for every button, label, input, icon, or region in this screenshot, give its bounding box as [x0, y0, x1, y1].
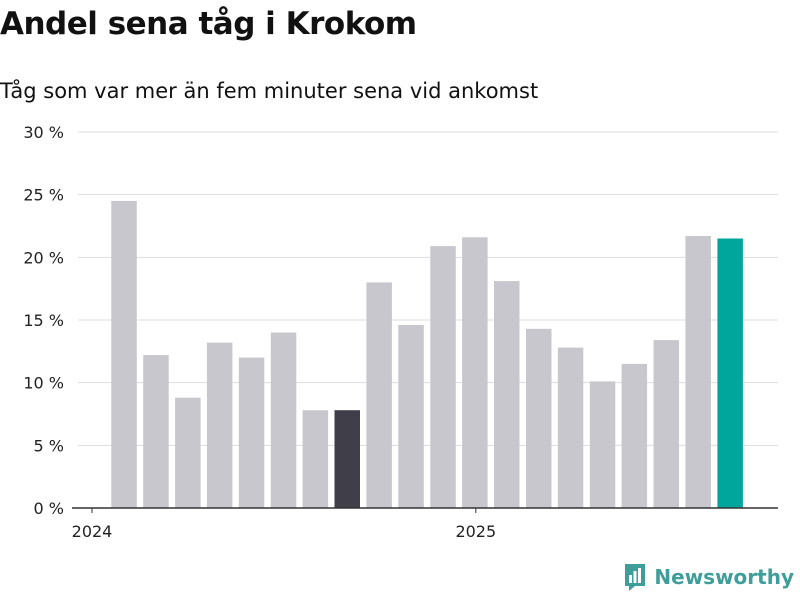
newsworthy-brand-name: Newsworthy [654, 565, 794, 589]
bar-2025-07 [685, 236, 711, 508]
y-tick-label: 25 % [23, 186, 64, 205]
bar-2024-02 [143, 355, 169, 508]
bar-2024-04 [206, 342, 233, 508]
bar-2024-11 [430, 246, 456, 508]
bar-2024-10 [398, 325, 424, 508]
chart-title: Andel sena tåg i Krokom [0, 6, 417, 42]
bar-2024-12 [462, 237, 488, 509]
bar-2025-01 [494, 281, 520, 508]
bar-2024-08 [334, 410, 360, 508]
newsworthy-logo-icon [625, 564, 646, 591]
bar-2024-06 [270, 332, 297, 508]
bar-2025-02 [526, 328, 552, 508]
y-axis-labels: 0 % 5 % 10 % 15 % 20 % 25 % 30 % [23, 123, 64, 518]
bar-2025-05 [621, 363, 648, 508]
newsworthy-logo: Newsworthy [623, 562, 794, 592]
bars [111, 200, 743, 509]
bar-2024-09 [366, 282, 392, 508]
bar-2025-06 [653, 340, 679, 508]
bar-2024-07 [302, 410, 329, 508]
bar-2024-05 [238, 357, 265, 508]
bar-2025-03 [557, 347, 584, 508]
y-tick-label: 5 % [34, 436, 64, 455]
y-tick-label: 10 % [23, 374, 64, 393]
bar-2024-03 [175, 397, 201, 508]
y-tick-label: 0 % [34, 499, 64, 518]
chart-subtitle: Tåg som var mer än fem minuter sena vid … [0, 79, 539, 103]
bar-2024-01 [111, 200, 137, 508]
y-tick-label: 30 % [23, 123, 64, 142]
x-axis-labels: 2024 2025 [72, 522, 497, 541]
y-tick-label: 15 % [23, 311, 64, 330]
bar-2025-04 [589, 381, 616, 508]
x-tick-label: 2024 [72, 522, 113, 541]
y-tick-label: 20 % [23, 248, 64, 267]
x-tick-label: 2025 [455, 522, 496, 541]
x-axis [72, 507, 778, 513]
bar-2025-08 [717, 238, 743, 508]
